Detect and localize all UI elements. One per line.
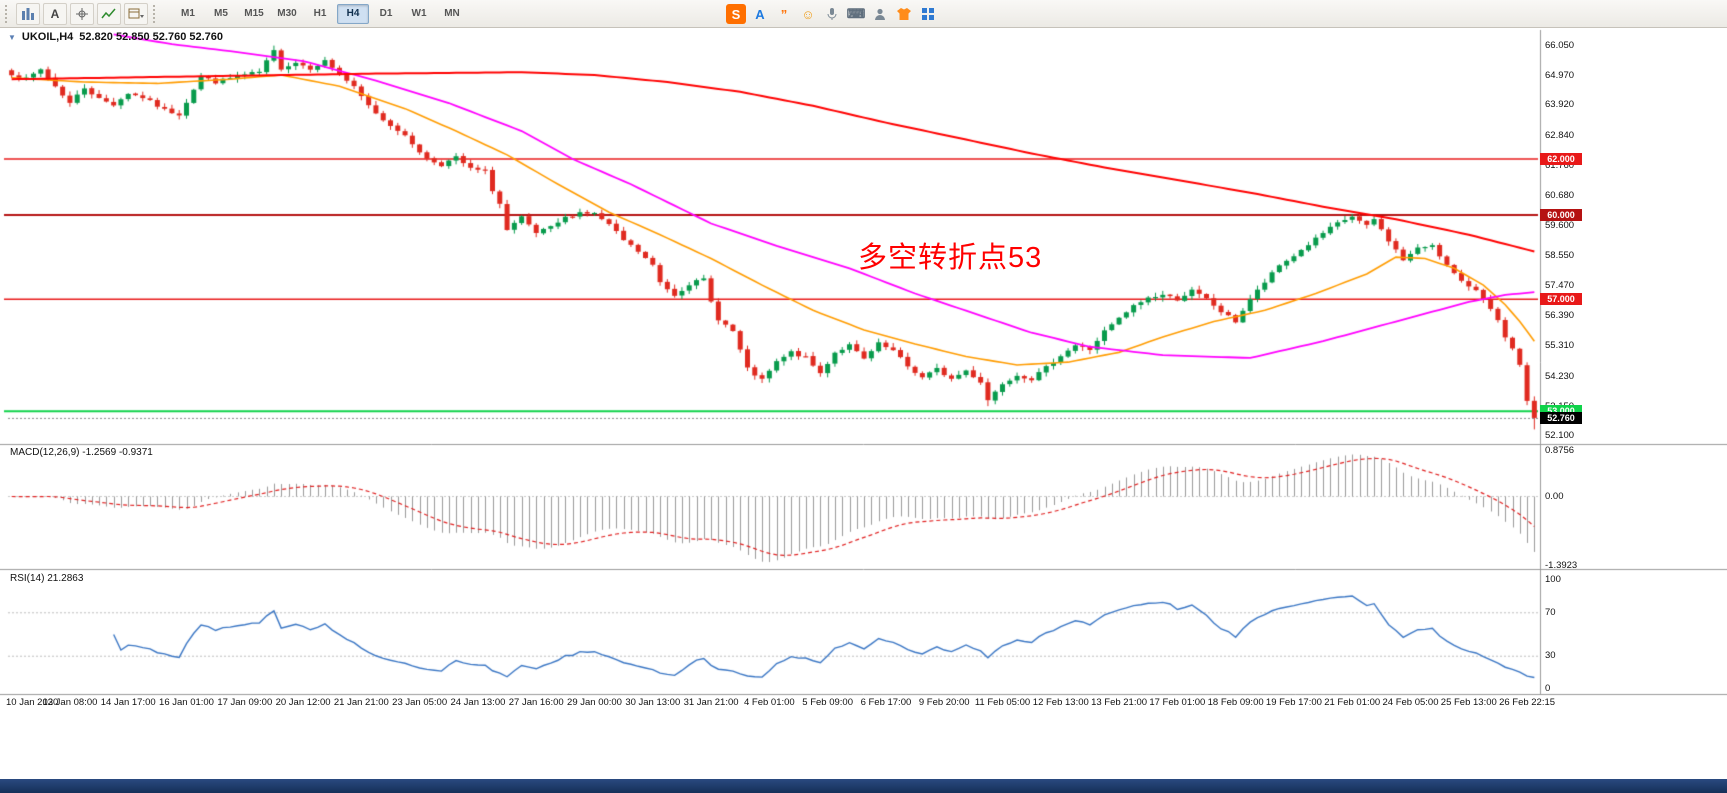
time-axis-label: 4 Feb 01:00 bbox=[743, 697, 795, 708]
time-axis-label: 16 Jan 01:00 bbox=[159, 697, 214, 708]
time-axis-label: 10 Jan 2020 bbox=[6, 697, 59, 708]
macd-scale-label: -1.3923 bbox=[1545, 560, 1578, 571]
chart-collapse-icon[interactable]: ▼ bbox=[8, 32, 16, 42]
time-axis-label: 31 Jan 21:00 bbox=[683, 697, 739, 708]
toolbar-left-icons: A bbox=[16, 2, 148, 25]
apps-grid-icon[interactable] bbox=[918, 4, 938, 24]
user-icon[interactable] bbox=[870, 4, 890, 24]
crosshair-icon[interactable] bbox=[70, 2, 94, 25]
timeframe-button-M15[interactable]: M15 bbox=[244, 8, 264, 19]
time-axis-label: 24 Feb 05:00 bbox=[1382, 697, 1439, 708]
price-tick-label: 66.050 bbox=[1545, 39, 1575, 51]
time-axis-label: 5 Feb 09:00 bbox=[802, 697, 853, 708]
chart-annotation-text[interactable]: 多空转折点53 bbox=[858, 242, 1043, 274]
macd-scale-label: 0.8756 bbox=[1545, 445, 1575, 456]
toolbar-grip[interactable] bbox=[5, 4, 11, 23]
chart-canvas[interactable] bbox=[0, 28, 1727, 779]
chart-symbol-period: UKOIL,H4 bbox=[21, 31, 74, 43]
current-price-tag: 52.760 bbox=[1540, 411, 1582, 424]
rsi-scale-label: 100 bbox=[1545, 574, 1561, 585]
timeframe-button-M1[interactable]: M1 bbox=[181, 8, 195, 19]
macd-indicator-label: MACD(12,26,9) -1.2569 -0.9371 bbox=[10, 447, 153, 458]
time-axis-label: 17 Jan 09:00 bbox=[217, 697, 273, 708]
chart-bars-icon[interactable] bbox=[16, 2, 40, 25]
toolbar-grip[interactable] bbox=[153, 4, 159, 23]
sogou-logo-icon[interactable]: S bbox=[726, 4, 746, 24]
templates-dropdown-icon[interactable] bbox=[124, 2, 148, 25]
time-axis-label: 18 Feb 09:00 bbox=[1207, 697, 1264, 708]
timeframe-button-H1[interactable]: H1 bbox=[313, 8, 327, 19]
timeframe-toolbar: M1 M5 M15 M30 H1 H4 D1 W1 MN bbox=[172, 3, 468, 24]
price-tick-label: 60.680 bbox=[1545, 190, 1575, 202]
time-axis-label: 26 Feb 22:15 bbox=[1499, 697, 1556, 708]
rsi-scale-label: 30 bbox=[1545, 650, 1556, 662]
time-axis-label: 9 Feb 20:00 bbox=[918, 697, 970, 708]
timeframe-button-MN[interactable]: MN bbox=[444, 8, 460, 19]
price-line-tag[interactable]: 57.000 bbox=[1540, 293, 1582, 306]
time-axis-label: 12 Feb 13:00 bbox=[1032, 697, 1089, 708]
time-axis-label: 6 Feb 17:00 bbox=[860, 697, 912, 708]
time-axis-label: 24 Jan 13:00 bbox=[450, 697, 506, 708]
ime-tray: S A ” ☺ ⌨ bbox=[726, 3, 938, 25]
chart-ohlc-values: 52.820 52.850 52.760 52.760 bbox=[79, 31, 224, 43]
price-tick-label: 56.390 bbox=[1545, 310, 1575, 322]
time-axis-label: 20 Jan 12:00 bbox=[275, 697, 331, 708]
price-tick-label: 52.100 bbox=[1545, 430, 1575, 442]
chart-title: ▼ UKOIL,H4 52.820 52.850 52.760 52.760 bbox=[8, 31, 223, 43]
price-tick-label: 61.760 bbox=[1545, 159, 1575, 171]
price-line-tag[interactable]: 62.000 bbox=[1540, 153, 1582, 166]
mic-icon[interactable] bbox=[822, 4, 842, 24]
chart-window: ▼ UKOIL,H4 52.820 52.850 52.760 52.760 M… bbox=[0, 28, 1727, 779]
input-mode-icon[interactable]: A bbox=[755, 6, 765, 22]
rsi-scale-label: 0 bbox=[1545, 683, 1551, 694]
time-axis-label: 13 Jan 08:00 bbox=[42, 697, 98, 708]
indicators-icon[interactable] bbox=[97, 2, 121, 25]
time-axis-label: 30 Jan 13:00 bbox=[625, 697, 681, 708]
keyboard-icon[interactable]: ⌨ bbox=[846, 6, 866, 21]
price-tick-label: 54.230 bbox=[1545, 370, 1575, 382]
main-toolbar: A M1 M5 M15 M30 H1 H4 D1 W1 MN S A” ☺ ⌨ bbox=[0, 0, 1727, 28]
taskbar-strip[interactable] bbox=[0, 779, 1727, 793]
time-axis-label: 19 Feb 17:00 bbox=[1265, 697, 1322, 708]
price-line-tag[interactable]: 60.000 bbox=[1540, 209, 1582, 222]
timeframe-button-W1[interactable]: W1 bbox=[411, 8, 427, 19]
timeframe-button-H4[interactable]: H4 bbox=[337, 3, 369, 24]
price-tick-label: 62.840 bbox=[1545, 129, 1575, 141]
rsi-indicator-label: RSI(14) 21.2863 bbox=[10, 573, 84, 584]
timeframe-button-M5[interactable]: M5 bbox=[214, 8, 228, 19]
time-axis-label: 17 Feb 01:00 bbox=[1149, 697, 1206, 708]
time-axis-label: 29 Jan 00:00 bbox=[567, 697, 622, 708]
time-axis-label: 13 Feb 21:00 bbox=[1091, 697, 1148, 708]
price-tick-label: 58.550 bbox=[1545, 249, 1575, 261]
price-tick-label: 59.600 bbox=[1545, 220, 1575, 232]
text-tool-icon[interactable]: A bbox=[43, 2, 67, 25]
time-axis-label: 21 Jan 21:00 bbox=[333, 697, 389, 708]
time-axis-label: 23 Jan 05:00 bbox=[392, 697, 448, 708]
price-tick-label: 64.970 bbox=[1545, 69, 1575, 81]
punctuation-icon[interactable]: ” bbox=[780, 6, 788, 22]
emoji-icon[interactable]: ☺ bbox=[801, 6, 815, 22]
rsi-scale-label: 70 bbox=[1545, 606, 1556, 618]
time-axis-label: 14 Jan 17:00 bbox=[100, 697, 156, 708]
price-tick-label: 63.920 bbox=[1545, 99, 1575, 111]
time-axis-label: 11 Feb 05:00 bbox=[974, 697, 1031, 708]
time-axis-label: 25 Feb 13:00 bbox=[1440, 697, 1497, 708]
macd-scale-label: 0.00 bbox=[1545, 490, 1564, 502]
timeframe-button-M30[interactable]: M30 bbox=[277, 8, 297, 19]
time-axis-label: 21 Feb 01:00 bbox=[1324, 697, 1381, 708]
price-tick-label: 55.310 bbox=[1545, 340, 1575, 352]
timeframe-button-D1[interactable]: D1 bbox=[379, 8, 393, 19]
time-axis-label: 27 Jan 16:00 bbox=[508, 697, 564, 708]
price-tick-label: 57.470 bbox=[1545, 279, 1575, 291]
skin-icon[interactable] bbox=[894, 4, 914, 24]
